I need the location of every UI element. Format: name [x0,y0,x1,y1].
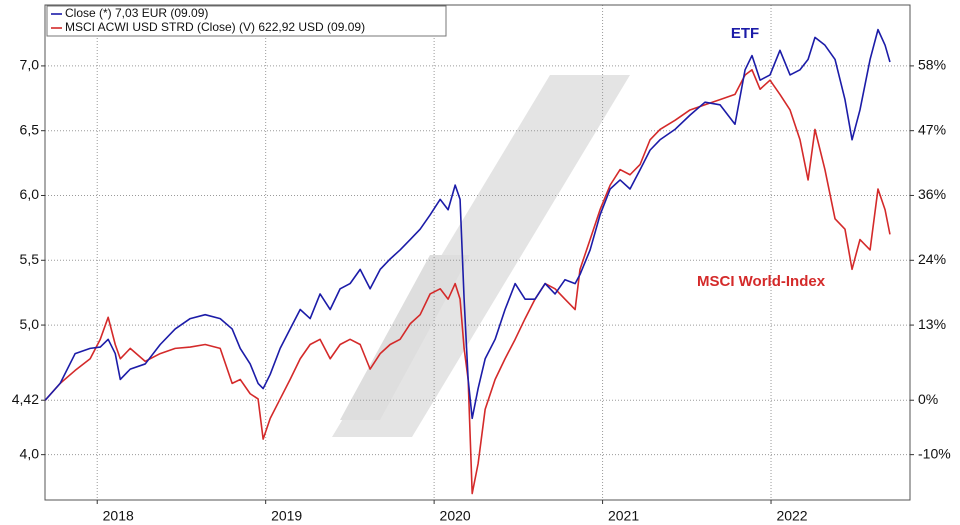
plot-frame [44,4,911,501]
y-tick-label: 7,0 [20,57,40,73]
legend: Close (*) 7,03 EUR (09.09)MSCI ACWI USD … [46,5,447,37]
grid [45,5,910,500]
x-tick-label: 2022 [776,508,807,524]
annotation: ETF [731,25,759,42]
x-tick-label: 2018 [103,508,134,524]
annotation: MSCI World-Index [697,273,826,290]
y2-tick-label: 47% [918,121,946,137]
y2-tick-label: -10% [918,445,951,461]
x-tick-label: 2021 [608,508,639,524]
y-tick-label: 4,42 [12,391,39,407]
y2-tick-label: 58% [918,57,946,73]
y-tick-label: 4,0 [20,445,40,461]
y2-tick-label: 24% [918,251,946,267]
x-tick-label: 2019 [271,508,302,524]
legend-label: Close (*) 7,03 EUR (09.09) [65,6,208,20]
series-line [44,68,891,495]
y2-tick-label: 36% [918,186,946,202]
legend-box [46,5,447,37]
series-line [44,28,891,420]
y-tick-label: 6,5 [20,121,40,137]
legend-label: MSCI ACWI USD STRD (Close) (V) 622,92 US… [65,20,365,34]
watermark [332,75,630,437]
y-tick-label: 6,0 [20,186,40,202]
y-tick-label: 5,5 [20,251,40,267]
y2-tick-label: 13% [918,316,946,332]
x-tick-label: 2020 [440,508,471,524]
y2-tick-label: 0% [918,391,938,407]
y-tick-label: 5,0 [20,316,40,332]
